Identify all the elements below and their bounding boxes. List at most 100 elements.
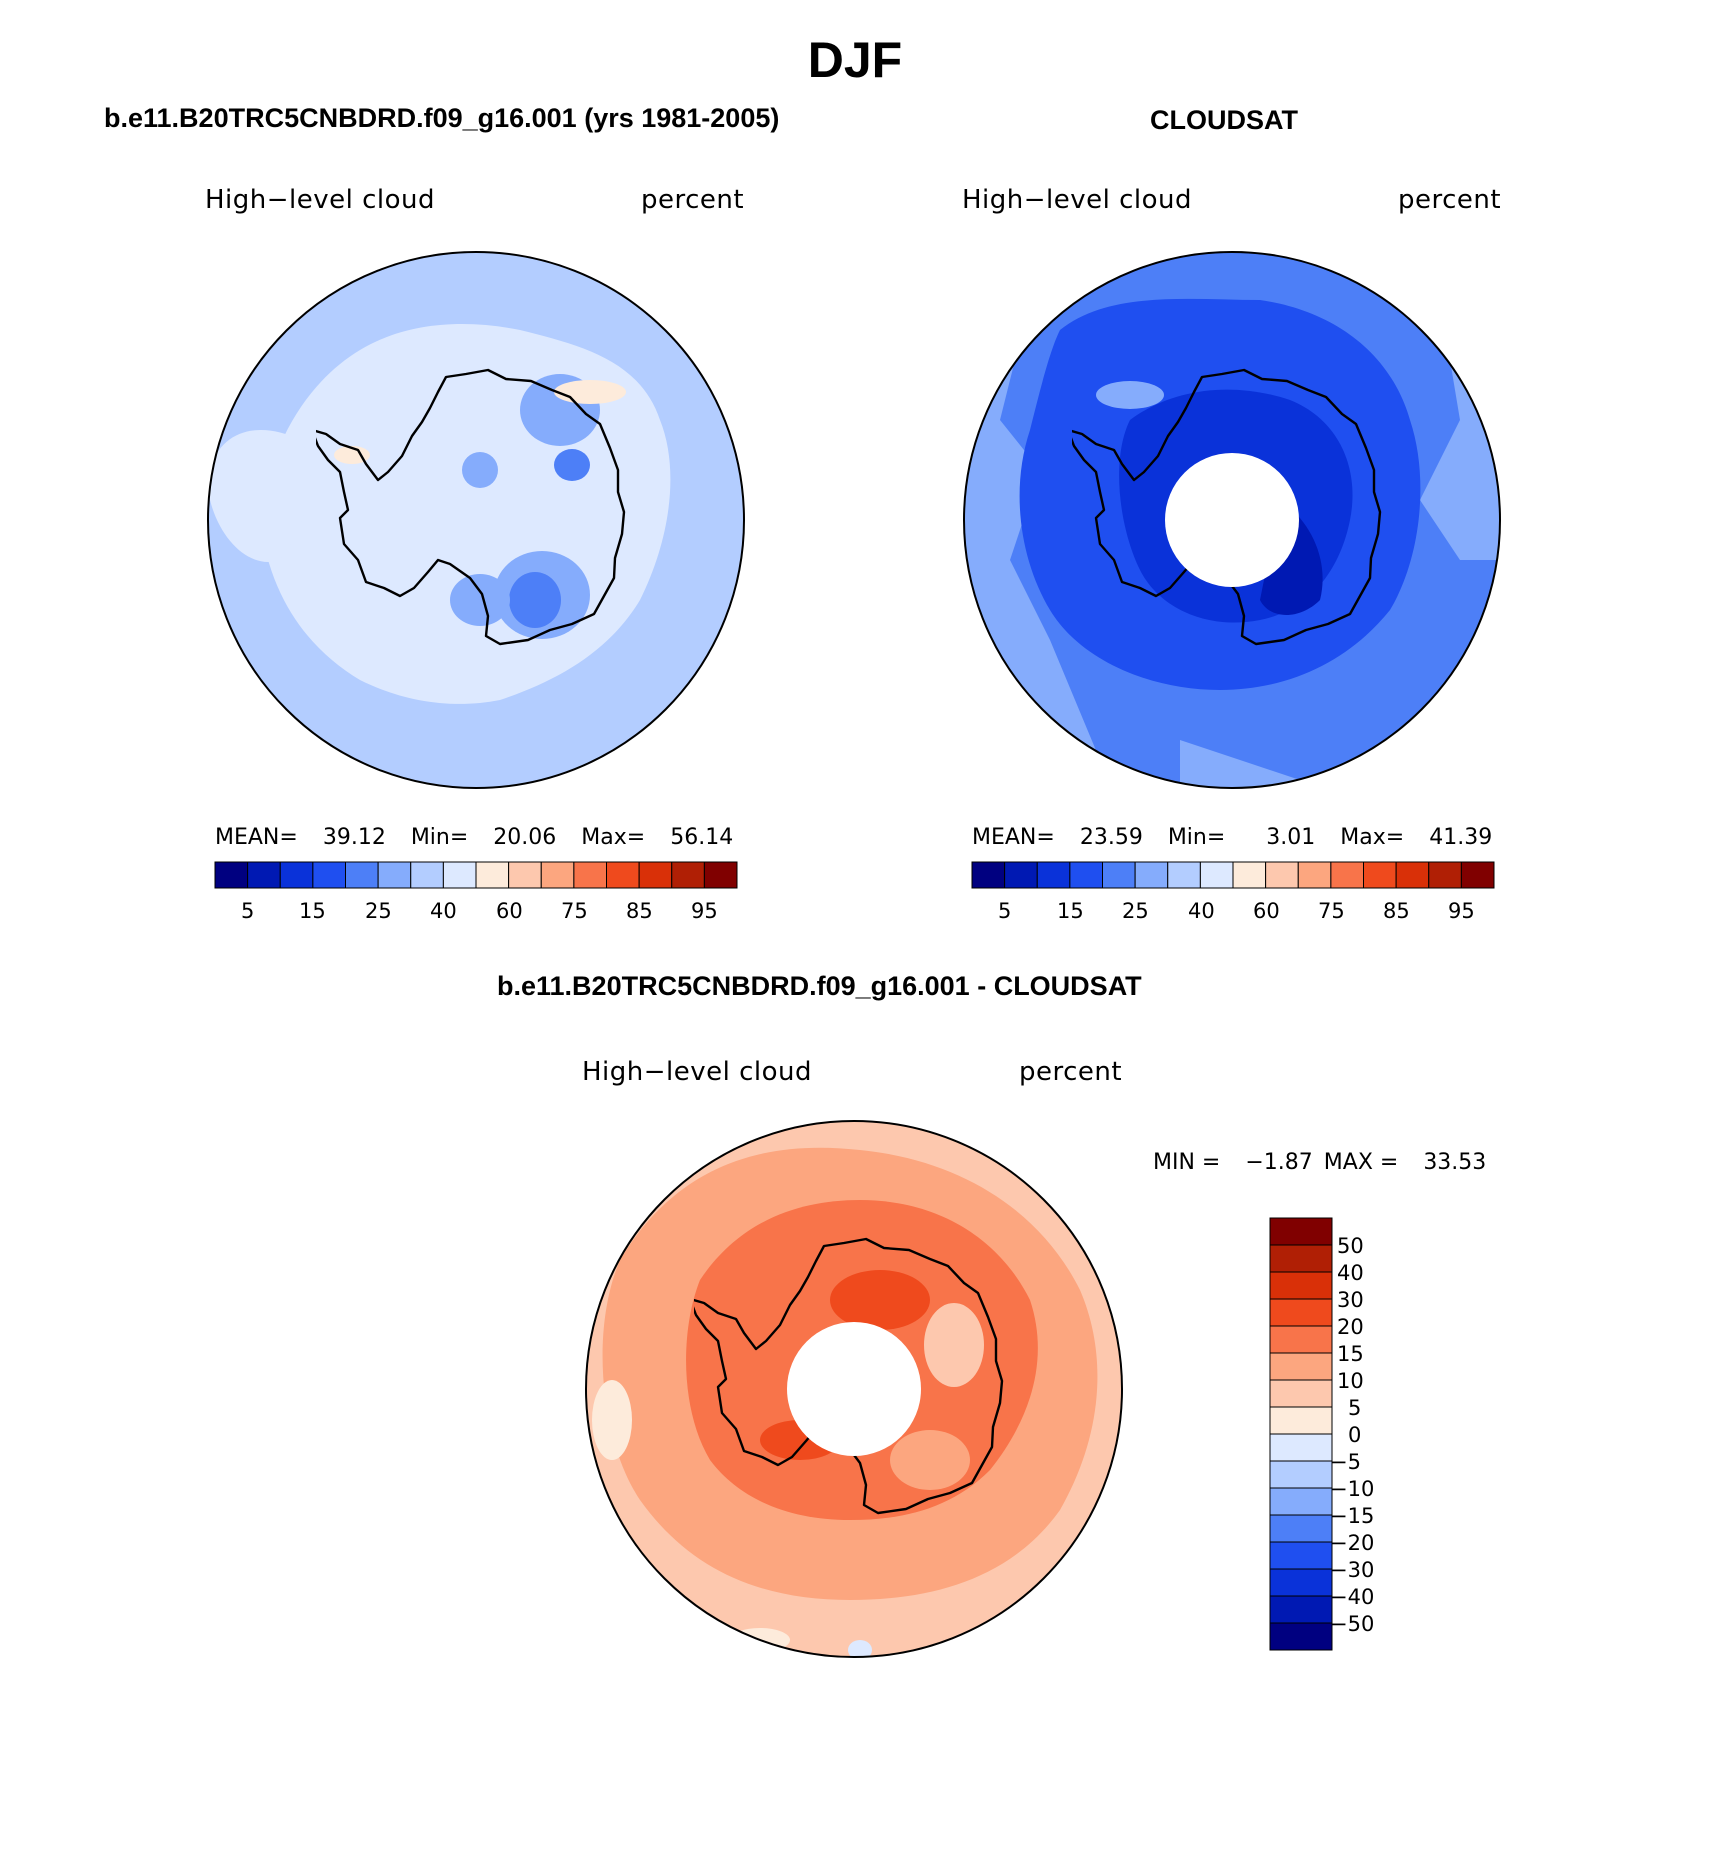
colorbar-tick: 30 <box>1337 1288 1364 1312</box>
colorbar-swatch <box>540 861 575 889</box>
right-string-cloudsat: percent <box>1398 185 1502 215</box>
colorbar-swatch <box>1199 861 1234 889</box>
colorbar-tick: −40 <box>1330 1585 1375 1609</box>
colorbar-tick: 40 <box>1188 899 1215 923</box>
max-value: 33.53 <box>1423 1150 1487 1175</box>
colorbar-swatch <box>442 861 477 889</box>
colorbar-tick: 20 <box>1337 1315 1364 1339</box>
colorbar-swatch <box>1269 1568 1333 1597</box>
colorbar-swatch <box>279 861 314 889</box>
colorbar-tick: −20 <box>1330 1531 1375 1555</box>
colorbar-tick: 75 <box>561 899 588 923</box>
colorbar-swatch <box>410 861 444 889</box>
colorbar-tick: 5 <box>241 899 255 923</box>
colorbar-tick: −50 <box>1330 1612 1375 1636</box>
colorbar-swatch <box>1167 861 1201 889</box>
colorbar-swatch <box>214 861 249 889</box>
mean-label: MEAN= <box>215 825 298 850</box>
colorbar-tick: 95 <box>691 899 718 923</box>
colorbar-tick: 15 <box>1337 1342 1364 1366</box>
colorbar-swatch <box>1036 861 1071 889</box>
colorbar-swatch <box>1269 1514 1333 1543</box>
colorbar-swatch <box>1269 1595 1333 1624</box>
figure-title: DJF <box>807 32 903 88</box>
min-value: −1.87 <box>1245 1150 1313 1175</box>
max-value: 56.14 <box>670 825 734 850</box>
colorbar-swatch <box>1297 861 1332 889</box>
panel-title-difference: b.e11.B20TRC5CNBDRD.f09_g16.001 - CLOUDS… <box>497 971 1142 1001</box>
polar-gap <box>787 1322 921 1456</box>
colorbar-tick: 25 <box>365 899 392 923</box>
colorbar-tick: 60 <box>1253 899 1280 923</box>
colorbar-swatch <box>606 861 640 889</box>
colorbar-swatch <box>1269 1541 1333 1570</box>
colorbar-swatch <box>1330 861 1364 889</box>
min-value: 3.01 <box>1266 825 1316 850</box>
colorbar-tick: −30 <box>1330 1558 1375 1582</box>
left-string-model: High−level cloud <box>205 185 436 215</box>
colorbar-tick: 60 <box>496 899 523 923</box>
panel-title-model: b.e11.B20TRC5CNBDRD.f09_g16.001 (yrs 198… <box>104 103 780 133</box>
colorbar-swatch <box>1269 1487 1333 1516</box>
colorbar-swatch <box>1269 1460 1333 1489</box>
colorbar-swatch <box>1269 1433 1333 1462</box>
colorbar-swatch <box>1069 861 1103 889</box>
stats-cloudsat: MEAN= 23.59 Min= 3.01 Max= 41.39 <box>972 825 1492 851</box>
left-string-difference: High−level cloud <box>582 1057 813 1087</box>
colorbar-cloudsat <box>971 861 1495 889</box>
map-boundary <box>963 251 1501 789</box>
colorbar-swatch <box>1269 1217 1333 1246</box>
min-value: 20.06 <box>493 825 557 850</box>
colorbar-swatch <box>377 861 412 889</box>
panel-title-cloudsat: CLOUDSAT <box>1150 105 1298 135</box>
map-boundary <box>207 251 745 789</box>
colorbar-swatch <box>1269 1622 1333 1651</box>
colorbar-tick: 15 <box>1057 899 1084 923</box>
colorbar-tick: 95 <box>1448 899 1475 923</box>
colorbar-swatch <box>1102 861 1136 889</box>
colorbar-swatch <box>1395 861 1430 889</box>
colorbar-swatch <box>703 861 738 889</box>
colorbar-swatch <box>1232 861 1267 889</box>
mean-value: 39.12 <box>322 825 386 850</box>
colorbar-tick: 10 <box>1337 1369 1364 1393</box>
polar-map-model <box>208 252 744 788</box>
max-label: MAX = <box>1323 1150 1399 1175</box>
colorbar-swatch <box>1269 1352 1333 1381</box>
colorbar-tick: −10 <box>1330 1477 1375 1501</box>
colorbar-swatch <box>1269 1271 1333 1300</box>
colorbar-tick: 40 <box>1337 1261 1364 1285</box>
map-boundary <box>585 1120 1123 1658</box>
colorbar-tick: 85 <box>626 899 653 923</box>
colorbar-swatch <box>1363 861 1397 889</box>
colorbar-swatch <box>1460 861 1495 889</box>
left-string-cloudsat: High−level cloud <box>962 185 1193 215</box>
colorbar-tick: 25 <box>1122 899 1149 923</box>
min-label: Min= <box>1167 825 1226 850</box>
colorbar-swatch <box>1134 861 1169 889</box>
colorbar-tick: 0 <box>1348 1423 1362 1447</box>
polar-gap <box>1165 453 1299 587</box>
colorbar-tick: 40 <box>430 899 457 923</box>
colorbar-difference <box>1269 1217 1333 1651</box>
colorbar-swatch <box>475 861 510 889</box>
colorbar-swatch <box>671 861 705 889</box>
colorbar-swatch <box>1265 861 1299 889</box>
max-label: Max= <box>581 825 646 850</box>
max-value: 41.39 <box>1429 825 1493 850</box>
colorbar-swatch <box>638 861 673 889</box>
right-string-difference: percent <box>1019 1057 1123 1087</box>
min-label: MIN = <box>1153 1150 1221 1175</box>
colorbar-swatch <box>1269 1298 1333 1327</box>
mean-label: MEAN= <box>972 825 1055 850</box>
colorbar-tick: 15 <box>299 899 326 923</box>
colorbar-swatch <box>508 861 542 889</box>
colorbar-tick: 50 <box>1337 1234 1364 1258</box>
minmax-difference: MIN = −1.87 MAX = 33.53 <box>1153 1150 1486 1176</box>
colorbar-swatch <box>573 861 607 889</box>
colorbar-model <box>214 861 738 889</box>
colorbar-swatch <box>345 861 379 889</box>
stats-model: MEAN= 39.12 Min= 20.06 Max= 56.14 <box>215 825 733 851</box>
colorbar-swatch <box>971 861 1006 889</box>
